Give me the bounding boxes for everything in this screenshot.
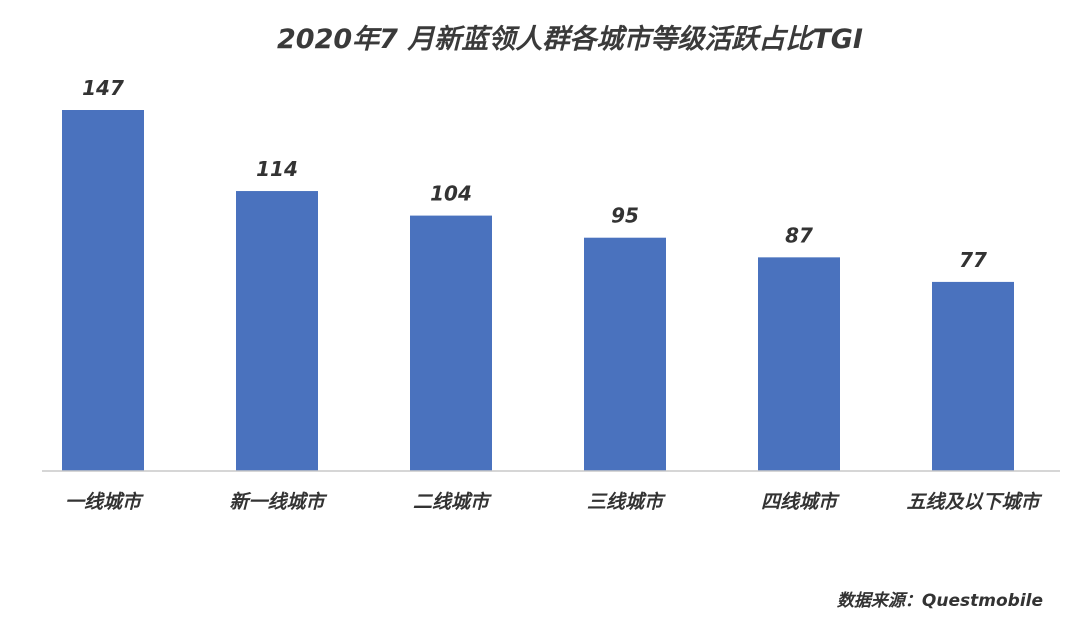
bar-5 bbox=[758, 257, 840, 471]
bar-2 bbox=[236, 191, 318, 471]
value-label: 77 bbox=[959, 248, 987, 272]
category-label: 三线城市 bbox=[587, 491, 666, 513]
category-label: 新一线城市 bbox=[229, 491, 327, 513]
value-label: 95 bbox=[611, 204, 639, 228]
source-note: 数据来源：Questmobile bbox=[837, 591, 1043, 611]
bar-3 bbox=[410, 215, 492, 471]
value-label: 87 bbox=[785, 223, 813, 247]
bar-6 bbox=[932, 281, 1014, 471]
bar-1 bbox=[62, 110, 144, 471]
category-labels-layer: 一线城市 新一线城市 二线城市 三线城市 四线城市 五线及以下城市 bbox=[65, 491, 1043, 513]
category-label: 一线城市 bbox=[65, 491, 144, 513]
value-labels-layer: 147 114 104 95 87 77 bbox=[82, 76, 987, 272]
value-label: 147 bbox=[82, 76, 124, 100]
category-label: 四线城市 bbox=[761, 491, 840, 513]
bars-layer bbox=[62, 110, 1014, 471]
chart-title: 2020年7 月新蓝领人群各城市等级活跃占比TGI bbox=[277, 24, 863, 55]
value-label: 114 bbox=[256, 157, 298, 181]
bar-4 bbox=[584, 237, 666, 471]
category-label: 二线城市 bbox=[413, 491, 492, 513]
value-label: 104 bbox=[430, 182, 472, 206]
category-label: 五线及以下城市 bbox=[906, 491, 1042, 513]
